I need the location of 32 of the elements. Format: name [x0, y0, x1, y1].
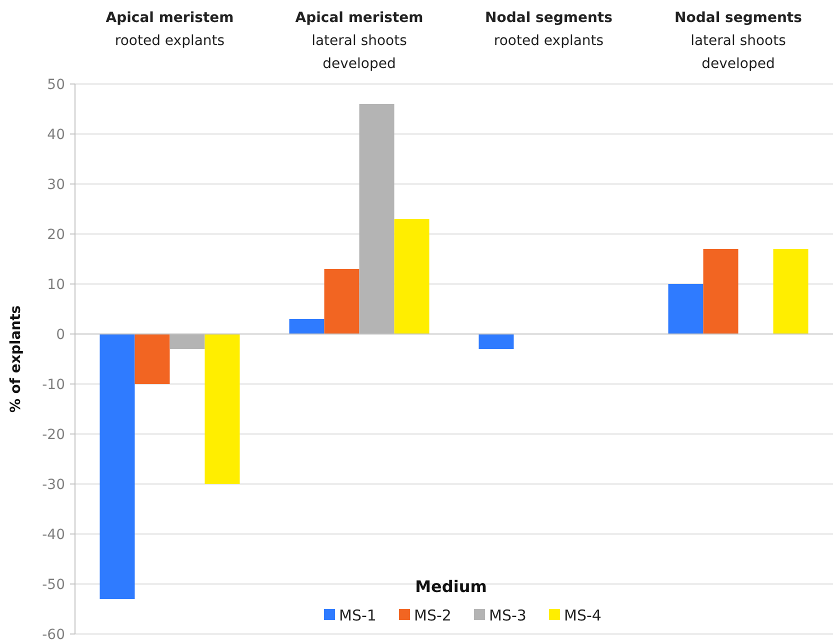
bar: [703, 249, 738, 334]
y-tick-label: -40: [42, 526, 65, 543]
y-tick-label: -60: [42, 626, 65, 640]
bar: [100, 334, 135, 599]
y-tick-label: 50: [47, 76, 65, 93]
x-tick-label: Nodal segments lateral shoots developed: [674, 10, 802, 72]
bar: [668, 284, 704, 334]
y-tick-label: 20: [47, 226, 65, 243]
bar: [204, 334, 240, 484]
x-tick-label: Apical meristem lateral shoots developed: [295, 10, 424, 72]
bar: [134, 334, 170, 384]
x-tick-label: Apical meristem rooted explants: [106, 10, 234, 49]
y-tick-label: 40: [47, 126, 65, 143]
legend-label: MS-3: [489, 606, 526, 624]
bar: [394, 219, 430, 334]
y-tick-label: 0: [56, 326, 65, 343]
y-tick-label: -30: [42, 476, 65, 493]
y-tick-label: 10: [47, 276, 65, 293]
legend-title: Medium: [415, 577, 487, 596]
bar: [773, 249, 808, 334]
y-tick-label: 30: [47, 176, 65, 193]
legend-label: MS-1: [339, 606, 376, 624]
bar: [478, 334, 514, 349]
x-tick-label: Nodal segments rooted explants: [485, 10, 612, 49]
y-tick-label: -10: [42, 376, 65, 393]
bar: [324, 269, 360, 334]
y-tick-label: -50: [42, 576, 65, 593]
bar: [289, 319, 324, 334]
legend-label: MS-4: [564, 606, 602, 624]
legend-label: MS-2: [414, 606, 452, 624]
y-axis-title: % of explants: [8, 305, 24, 413]
y-tick-label: -20: [42, 426, 65, 443]
